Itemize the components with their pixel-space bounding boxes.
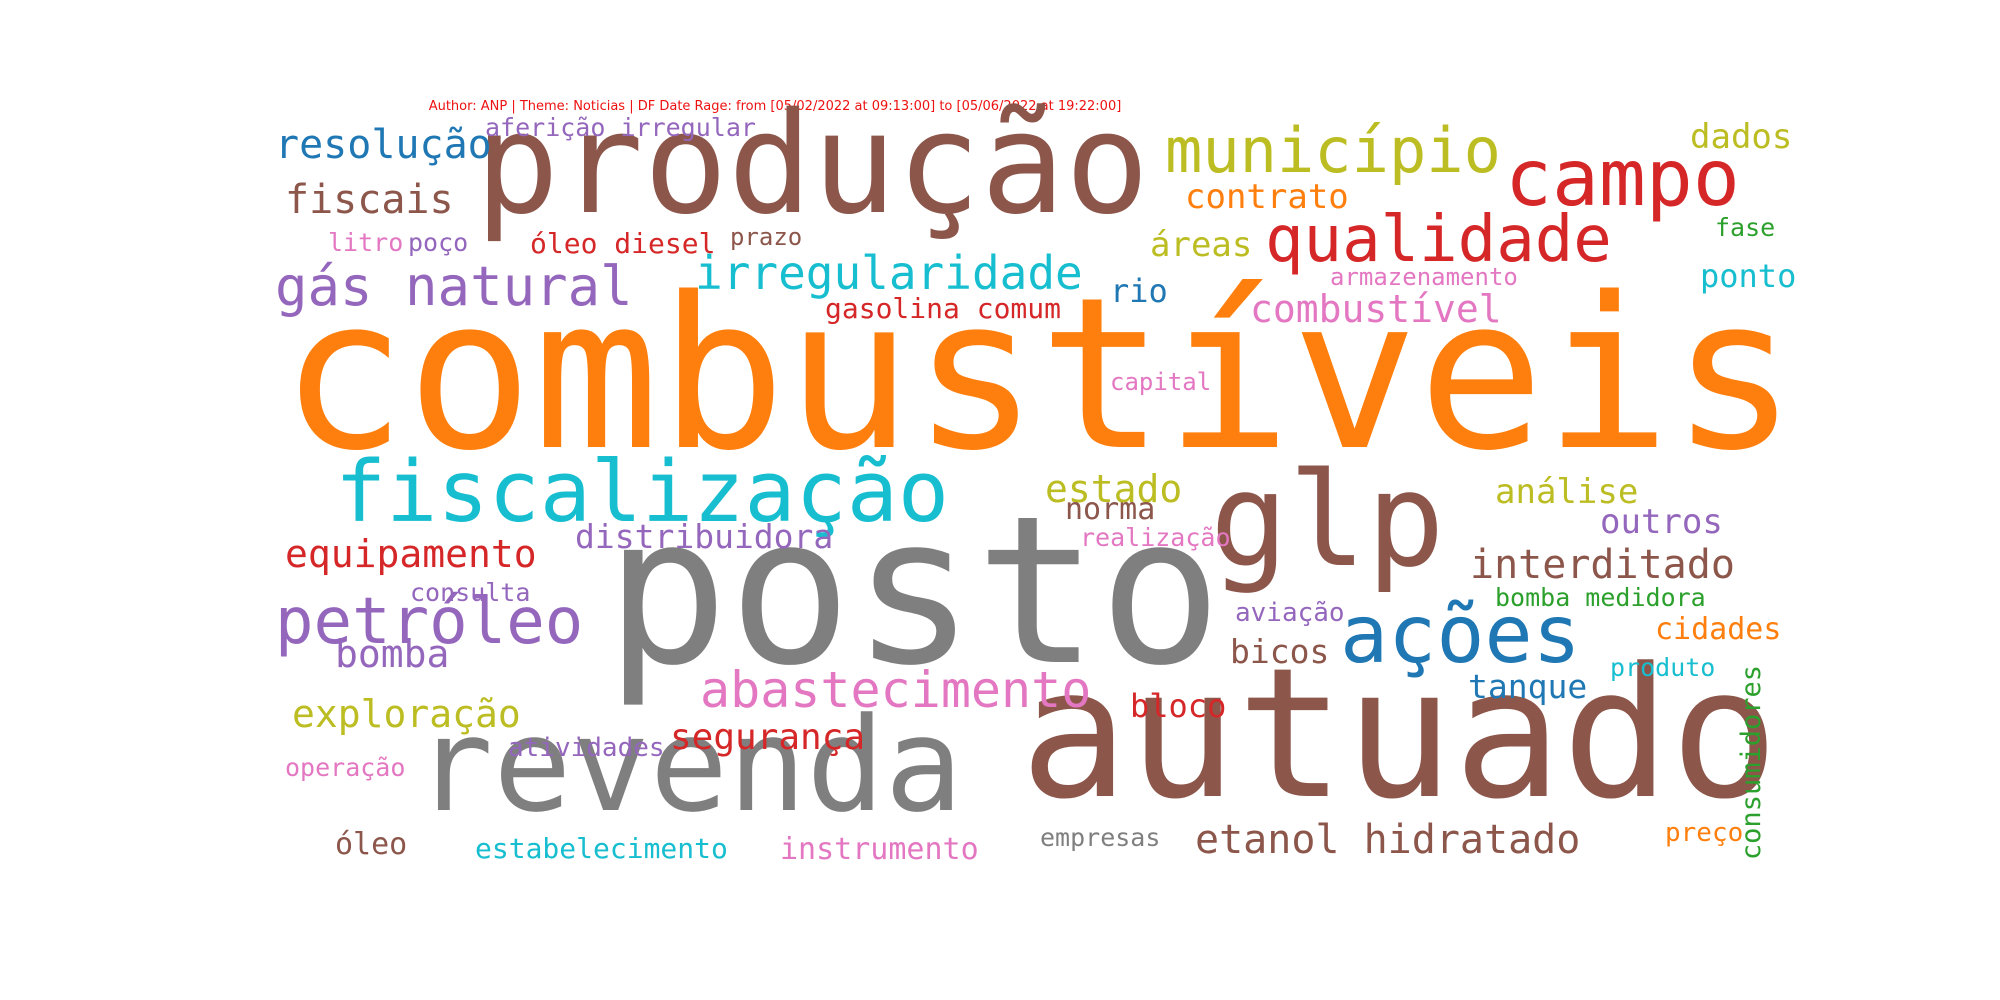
word-etanol-hidratado: etanol hidratado: [1195, 817, 1581, 863]
word-tanque: tanque: [1468, 667, 1588, 706]
word-produto: produto: [1610, 653, 1716, 682]
word-combustível: combustível: [1250, 287, 1502, 331]
word-estado: estado: [1045, 467, 1183, 511]
word-norma: norma: [1065, 492, 1156, 527]
word-autuado: autuado: [1020, 630, 1779, 839]
word-operação: operação: [285, 753, 406, 782]
word-dados: dados: [1690, 117, 1793, 157]
word-capital: capital: [1110, 368, 1212, 396]
word-fiscalização: fiscalização: [335, 443, 950, 542]
word-combustíveis: combustíveis: [280, 252, 1798, 497]
word-aferição-irregular: aferição irregular: [485, 113, 756, 142]
caption: Author: ANP | Theme: Noticias | DF Date …: [428, 99, 1122, 114]
word-distribuidora: distribuidora: [575, 517, 834, 556]
word-irregularidade: irregularidade: [695, 246, 1083, 300]
word-município: município: [1165, 114, 1501, 187]
word-estabelecimento: estabelecimento: [475, 832, 728, 865]
word-produção: produção: [475, 83, 1150, 246]
word-revenda: revenda: [415, 689, 963, 841]
word-fiscais: fiscais: [285, 177, 454, 223]
word-cloud: combustíveis posto autuado produção revenda g…: [260, 95, 1797, 900]
word-campo: campo: [1505, 134, 1740, 224]
word-gasolina-comum: gasolina comum: [825, 292, 1062, 325]
word-poço: poço: [408, 228, 469, 257]
word-qualidade: qualidade: [1265, 203, 1612, 277]
word-bicos: bicos: [1230, 632, 1330, 671]
word-ações: ações: [1340, 588, 1581, 681]
word-óleo-diesel: óleo diesel: [530, 227, 716, 260]
word-óleo: óleo: [335, 827, 408, 862]
word-fase: fase: [1715, 213, 1776, 242]
word-preço: preço: [1665, 818, 1744, 848]
word-cidades: cidades: [1655, 612, 1782, 647]
word-rio: rio: [1110, 272, 1168, 310]
word-ponto: ponto: [1700, 257, 1797, 295]
word-áreas: áreas: [1150, 225, 1253, 265]
word-segurança: segurança: [670, 717, 866, 758]
word-bomba: bomba: [335, 632, 450, 676]
word-litro: litro: [328, 228, 404, 257]
word-aviação: aviação: [1235, 598, 1345, 628]
word-bomba-medidora: bomba medidora: [1495, 583, 1706, 612]
word-gás-natural: gás natural: [275, 255, 633, 318]
word-contrato: contrato: [1185, 177, 1349, 217]
word-empresas: empresas: [1040, 823, 1161, 852]
word-abastecimento: abastecimento: [700, 661, 1092, 719]
word-consulta: consulta: [410, 578, 531, 607]
word-petróleo: petróleo: [275, 585, 584, 659]
word-análise: análise: [1495, 472, 1639, 512]
word-bloco: bloco: [1130, 687, 1227, 725]
word-atividades: atividades: [508, 733, 665, 763]
word-exploração: exploração: [292, 692, 521, 736]
word-outros: outros: [1600, 502, 1723, 542]
word-resolução: resolução: [275, 122, 492, 168]
word-instrumento: instrumento: [780, 832, 979, 867]
word-posto: posto: [605, 473, 1223, 711]
word-armazenamento: armazenamento: [1330, 263, 1518, 291]
word-prazo: prazo: [730, 223, 803, 251]
word-equipamento: equipamento: [285, 532, 537, 576]
word-glp: glp: [1210, 444, 1445, 596]
word-realização: realização: [1080, 523, 1231, 552]
word-interditado: interditado: [1470, 542, 1735, 588]
